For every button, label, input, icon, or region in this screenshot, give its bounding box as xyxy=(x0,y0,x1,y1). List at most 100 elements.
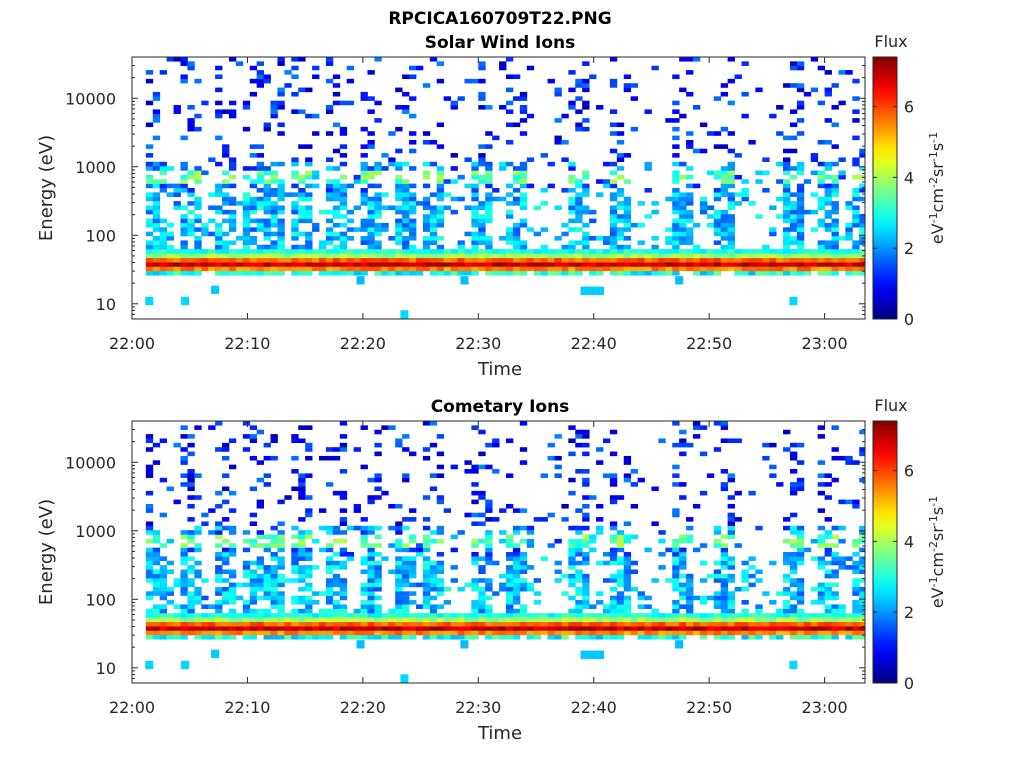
heatmap-cell xyxy=(582,118,590,123)
heatmap-cell xyxy=(575,183,583,189)
heatmap-cell xyxy=(817,179,825,184)
heatmap-cell xyxy=(228,157,237,162)
heatmap-cell xyxy=(339,521,348,526)
heatmap-cell xyxy=(554,257,562,263)
heatmap-cell xyxy=(824,473,832,478)
heatmap-cell xyxy=(180,556,188,561)
heatmap-cell xyxy=(346,253,355,259)
heatmap-cell xyxy=(367,209,375,215)
heatmap-cell xyxy=(305,161,313,167)
heatmap-cell xyxy=(249,569,258,575)
heatmap-cell xyxy=(817,473,825,478)
heatmap-cell xyxy=(699,490,708,496)
heatmap-cell xyxy=(776,617,784,623)
heatmap-cell xyxy=(575,573,583,579)
heatmap-cell xyxy=(796,482,805,487)
heatmap-cell xyxy=(679,257,687,263)
heatmap-cell xyxy=(360,188,368,193)
y-tick-label: 1000 xyxy=(75,158,116,177)
heatmap-cell xyxy=(796,61,805,66)
heatmap-cell xyxy=(159,543,168,548)
heatmap-cell xyxy=(672,253,680,259)
heatmap-cell xyxy=(395,240,403,245)
heatmap-cell xyxy=(492,188,500,193)
heatmap-cell xyxy=(166,626,174,631)
heatmap-cell xyxy=(471,600,479,605)
heatmap-cell xyxy=(360,634,368,640)
heatmap-cell xyxy=(367,495,375,500)
heatmap-cell xyxy=(298,595,306,601)
heatmap-cell xyxy=(616,604,625,609)
heatmap-cell xyxy=(235,270,244,276)
heatmap-cell xyxy=(526,543,535,548)
heatmap-cell xyxy=(443,617,451,623)
heatmap-cell xyxy=(589,547,597,553)
heatmap-cell xyxy=(235,61,244,66)
heatmap-cell xyxy=(471,482,479,487)
heatmap-cell xyxy=(339,552,348,557)
heatmap-cell xyxy=(346,257,355,263)
heatmap-cell xyxy=(402,236,410,241)
heatmap-cell xyxy=(644,262,652,267)
heatmap-cell xyxy=(263,573,271,579)
heatmap-cell xyxy=(485,621,493,627)
heatmap-cell xyxy=(623,608,632,614)
heatmap-cell xyxy=(803,91,812,97)
heatmap-cell xyxy=(256,613,264,618)
heatmap-cell xyxy=(256,153,264,158)
heatmap-cell xyxy=(305,630,313,636)
heatmap-cell xyxy=(547,621,555,627)
heatmap-cell xyxy=(561,517,569,522)
heatmap-cell xyxy=(831,569,839,575)
heatmap-cell xyxy=(325,634,334,640)
heatmap-cell xyxy=(305,214,313,219)
heatmap-cell xyxy=(512,569,521,575)
heatmap-cell xyxy=(208,530,216,535)
heatmap-cell xyxy=(263,534,271,540)
heatmap-cell xyxy=(506,538,514,544)
heatmap-cell xyxy=(789,578,798,583)
heatmap-cell xyxy=(291,209,299,215)
heatmap-cell xyxy=(561,253,569,259)
heatmap-cell xyxy=(824,91,832,97)
heatmap-cell xyxy=(395,525,403,531)
heatmap-cell xyxy=(284,192,292,197)
heatmap-cell xyxy=(512,253,521,259)
heatmap-cell xyxy=(492,634,500,640)
heatmap-cell xyxy=(817,183,825,189)
heatmap-cell xyxy=(533,626,542,631)
heatmap-cell xyxy=(720,174,729,180)
heatmap-cell xyxy=(291,236,299,241)
heatmap-cell xyxy=(575,608,583,614)
heatmap-cell xyxy=(409,630,417,636)
heatmap-cell xyxy=(242,621,251,627)
heatmap-cell xyxy=(339,621,348,627)
heatmap-cell xyxy=(852,591,860,596)
heatmap-cell xyxy=(734,174,742,180)
heatmap-cell xyxy=(187,565,195,570)
heatmap-cell xyxy=(478,512,486,518)
heatmap-cell xyxy=(228,626,237,631)
heatmap-cell xyxy=(623,477,632,483)
heatmap-cell xyxy=(367,626,375,631)
heatmap-cell xyxy=(783,135,791,141)
heatmap-cell xyxy=(852,96,860,101)
heatmap-cell xyxy=(305,569,313,575)
heatmap-cell xyxy=(298,473,306,478)
heatmap-cell xyxy=(727,253,735,259)
heatmap-cell xyxy=(166,591,174,596)
heatmap-cell xyxy=(596,249,604,254)
heatmap-cell xyxy=(422,447,431,452)
heatmap-cell xyxy=(706,257,715,263)
heatmap-cell xyxy=(471,266,479,272)
heatmap-cell xyxy=(180,188,188,193)
heatmap-cell xyxy=(187,451,195,457)
heatmap-cell xyxy=(256,205,264,211)
heatmap-cell xyxy=(810,262,819,267)
heatmap-cell xyxy=(187,538,195,544)
heatmap-cell xyxy=(367,244,375,250)
heatmap-cell xyxy=(325,556,334,561)
heatmap-cell xyxy=(568,617,576,623)
heatmap-cell xyxy=(367,249,375,254)
heatmap-cell xyxy=(194,525,202,531)
